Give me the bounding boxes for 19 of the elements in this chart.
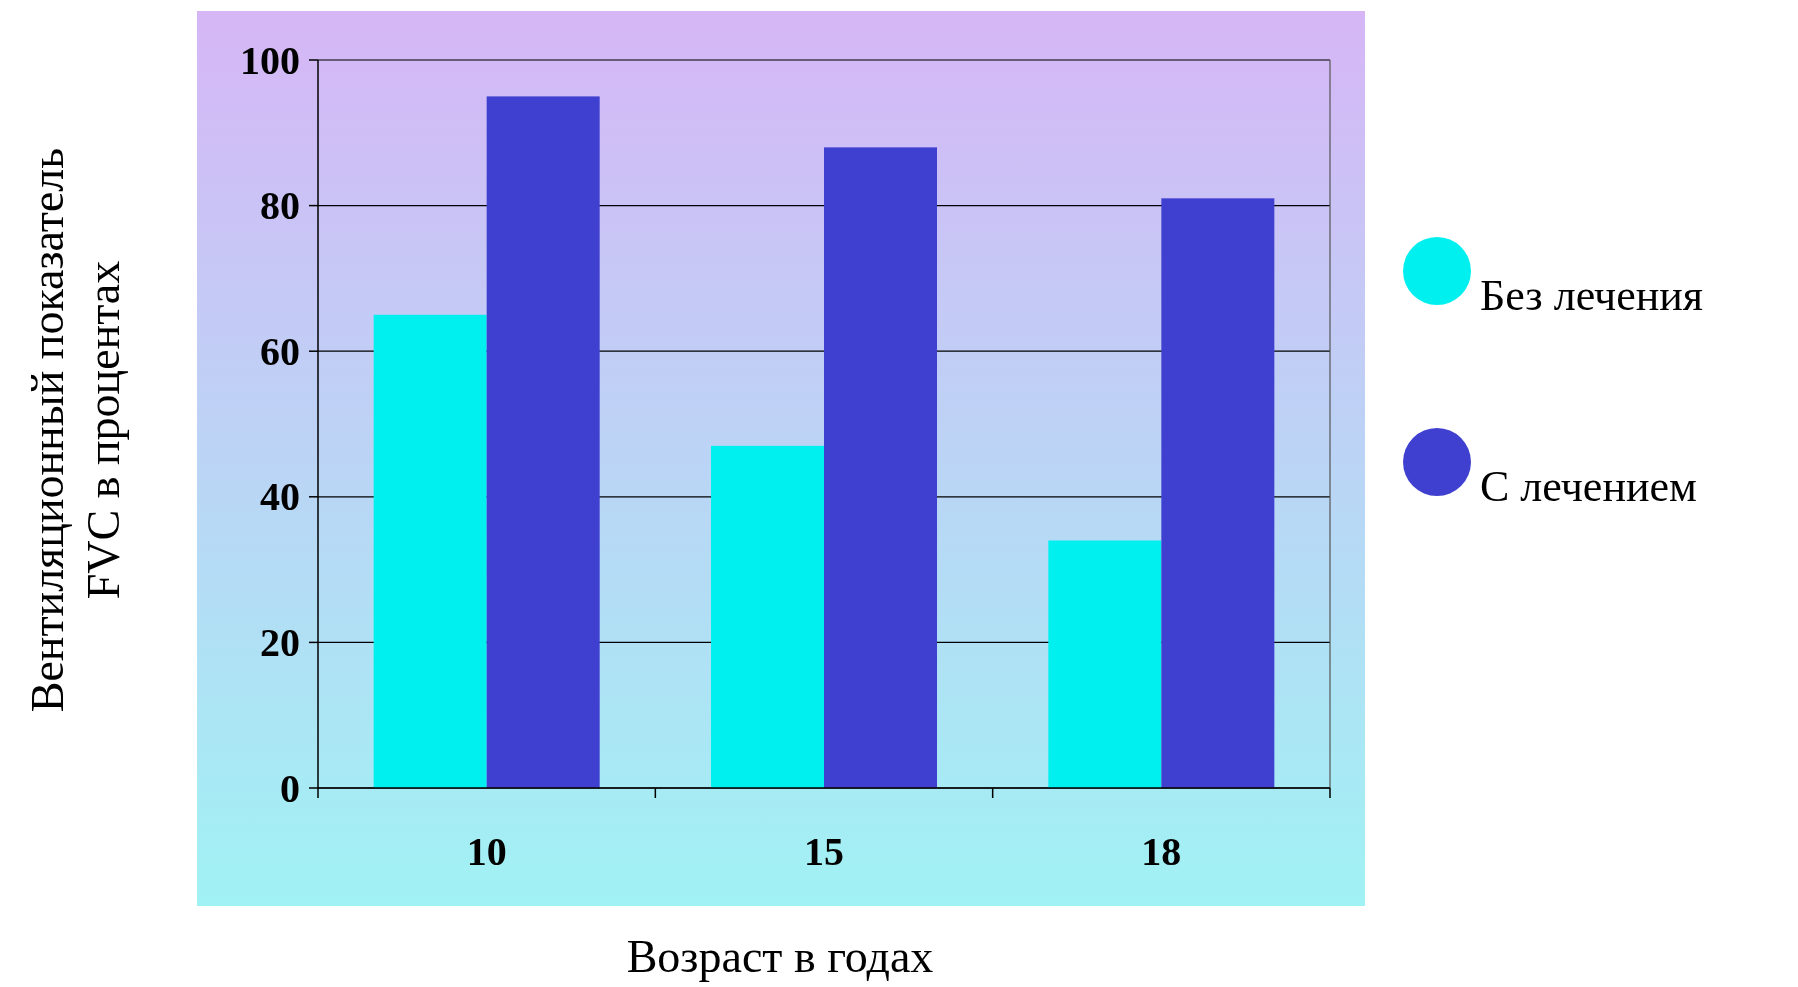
bar	[1048, 540, 1162, 788]
y-tick-label: 100	[240, 37, 300, 83]
bar	[1161, 198, 1275, 788]
x-axis-title: Возраст в годах	[626, 931, 934, 982]
x-tick-label: 15	[804, 829, 844, 874]
y-tick-label: 0	[280, 765, 300, 811]
y-axis-title: Вентиляционный показатель FVC в процентах	[22, 147, 129, 713]
bar	[486, 96, 600, 788]
y-tick-label: 80	[260, 183, 300, 229]
legend-label: Без лечения	[1480, 271, 1704, 320]
y-tick-label: 60	[260, 328, 300, 374]
y-tick-label: 20	[260, 619, 300, 665]
legend-label: С лечением	[1480, 462, 1697, 511]
bar	[824, 147, 938, 788]
x-tick-label: 10	[466, 829, 507, 874]
y-tick-label: 40	[260, 474, 300, 520]
x-tick-label: 18	[1141, 829, 1182, 874]
bar	[710, 445, 824, 788]
bar	[373, 314, 487, 788]
